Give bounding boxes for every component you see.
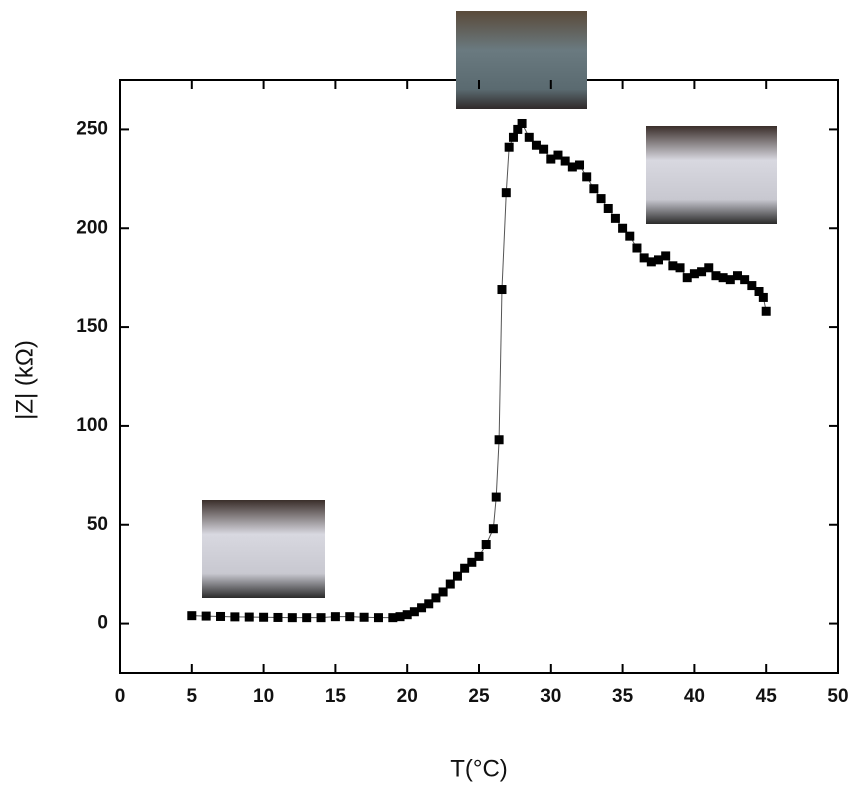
data-point — [497, 285, 507, 295]
x-axis-label: T(°C) — [450, 755, 508, 782]
data-point — [758, 292, 768, 302]
data-point — [689, 269, 699, 279]
data-point — [711, 271, 721, 281]
data-point — [697, 267, 707, 277]
data-point — [508, 132, 518, 142]
y-tick-label: 100 — [76, 415, 108, 436]
data-point — [654, 255, 663, 265]
data-point — [610, 213, 620, 223]
data-point — [596, 194, 606, 204]
data-point — [316, 613, 326, 623]
data-point — [575, 160, 585, 170]
data-point — [646, 257, 656, 267]
x-tick-label: 50 — [827, 686, 848, 707]
data-point — [682, 273, 692, 283]
data-point — [216, 611, 226, 621]
data-point — [494, 435, 504, 445]
x-tick-label: 0 — [115, 686, 126, 707]
data-point — [187, 611, 197, 621]
x-tick-label: 20 — [397, 686, 418, 707]
photo-inset — [646, 126, 777, 224]
data-point — [431, 593, 441, 603]
data-point — [675, 263, 685, 273]
x-tick-label: 35 — [612, 686, 634, 707]
x-tick-label: 45 — [756, 686, 778, 707]
data-point — [501, 188, 511, 198]
data-point — [467, 557, 477, 567]
data-point — [539, 144, 549, 154]
y-tick-label: 200 — [76, 217, 108, 238]
data-point — [546, 154, 556, 164]
data-point — [589, 184, 599, 194]
data-point — [445, 579, 455, 589]
data-point — [373, 613, 383, 623]
data-point — [460, 563, 470, 573]
data-point — [302, 613, 312, 623]
y-tick-label: 0 — [97, 613, 108, 634]
data-point — [230, 612, 240, 622]
data-point — [582, 172, 592, 182]
y-tick-label: 50 — [87, 514, 108, 535]
data-point — [618, 223, 628, 233]
data-point — [417, 603, 427, 613]
data-point — [513, 124, 523, 134]
data-point — [481, 540, 491, 550]
data-point — [359, 612, 369, 622]
y-axis-label: |Z| (kΩ) — [11, 340, 38, 420]
y-tick-label: 250 — [76, 118, 108, 139]
y-tick-label: 150 — [76, 316, 108, 337]
x-tick-label: 40 — [684, 686, 705, 707]
data-point — [488, 524, 498, 534]
data-point — [504, 142, 514, 152]
data-point — [625, 231, 635, 241]
data-point — [395, 612, 405, 622]
data-point — [491, 492, 501, 502]
data-point — [747, 281, 757, 291]
data-point — [287, 613, 297, 623]
data-point — [560, 156, 570, 166]
photo-inset — [202, 500, 325, 598]
data-point — [201, 611, 211, 621]
data-point — [761, 306, 771, 316]
data-point — [424, 599, 434, 609]
data-point — [718, 273, 728, 283]
data-point — [704, 263, 714, 273]
data-point — [452, 571, 462, 581]
data-point — [553, 150, 563, 160]
data-point — [524, 132, 534, 142]
data-point — [409, 607, 419, 617]
data-point — [438, 587, 448, 597]
data-point — [725, 275, 735, 285]
data-point — [388, 613, 398, 623]
data-point — [273, 612, 283, 622]
data-point — [244, 612, 254, 622]
data-point — [402, 610, 412, 620]
data-point — [603, 203, 613, 213]
data-point — [517, 118, 527, 128]
x-tick-label: 30 — [540, 686, 561, 707]
data-point — [259, 612, 269, 622]
data-point — [330, 612, 340, 622]
data-point — [740, 275, 750, 285]
data-point — [567, 162, 577, 172]
data-point — [668, 261, 678, 271]
data-point — [531, 140, 541, 150]
data-point — [345, 612, 355, 622]
x-tick-label: 15 — [325, 686, 347, 707]
data-point — [474, 551, 484, 561]
data-point — [661, 251, 671, 261]
data-point — [754, 287, 764, 297]
x-tick-label: 5 — [187, 686, 198, 707]
data-point — [632, 243, 642, 253]
data-point — [732, 271, 742, 281]
x-tick-label: 10 — [253, 686, 274, 707]
photo-inset — [456, 11, 587, 109]
data-point — [639, 253, 649, 263]
x-tick-label: 25 — [468, 686, 490, 707]
